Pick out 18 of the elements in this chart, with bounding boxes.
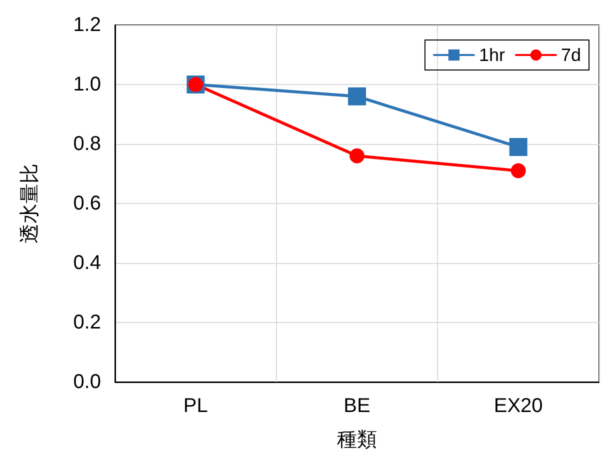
y-axis-title: 透水量比 — [19, 164, 41, 244]
y-tick-label: 1.0 — [73, 74, 101, 96]
x-tick-label: EX20 — [494, 395, 543, 417]
x-tick-label: BE — [344, 395, 370, 417]
y-tick-label: 0.2 — [73, 312, 101, 334]
point — [348, 87, 366, 106]
y-tick-label: 1.2 — [73, 14, 101, 36]
y-tick-label: 0.4 — [73, 252, 101, 274]
y-tick-label: 0.8 — [73, 133, 101, 155]
x-tick-label: PL — [183, 395, 208, 417]
y-tick-label: 0.0 — [73, 371, 101, 393]
x-axis-title: 種類 — [337, 429, 377, 451]
legend-label: 7d — [560, 45, 582, 65]
point — [350, 148, 364, 164]
y-tick-label: 0.6 — [73, 192, 101, 214]
point — [510, 163, 526, 178]
point — [509, 138, 528, 156]
legend-label: 1hr — [478, 45, 505, 65]
